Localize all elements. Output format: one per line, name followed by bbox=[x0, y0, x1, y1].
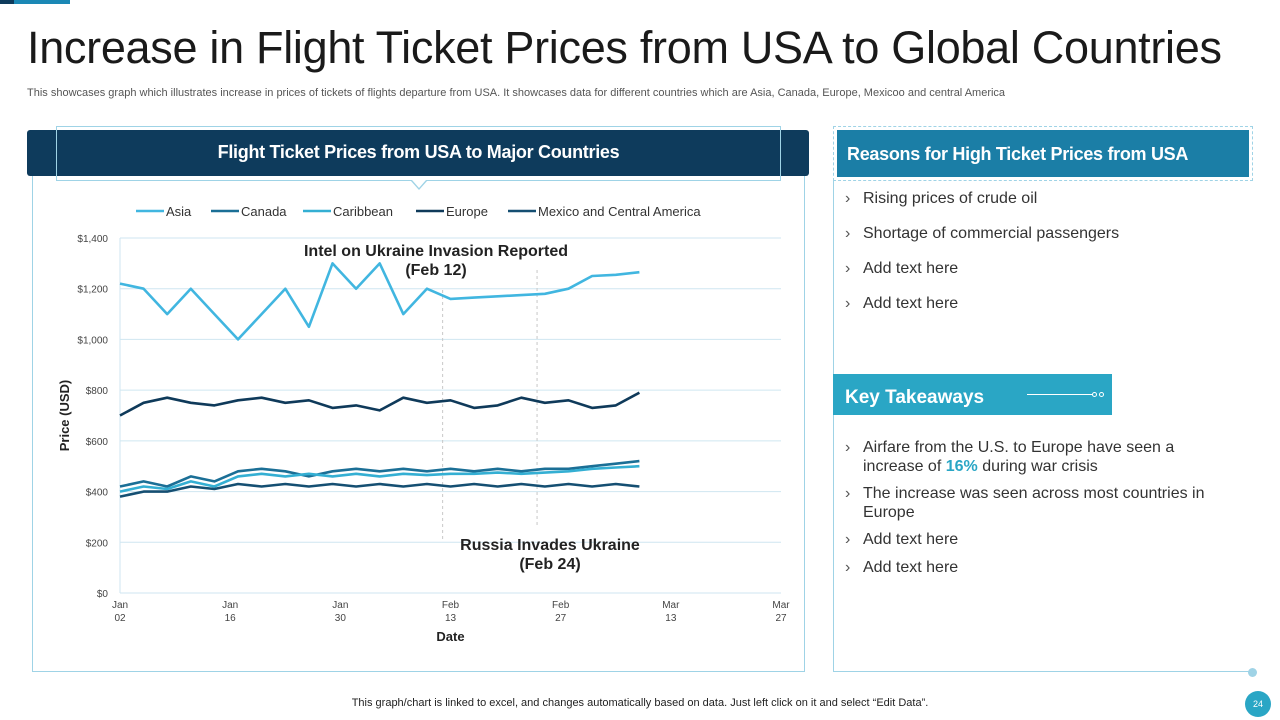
page-number: 24 bbox=[1245, 691, 1271, 717]
y-tick-label: $400 bbox=[86, 488, 109, 499]
x-tick-label: 30 bbox=[335, 613, 347, 624]
legend-label: Asia bbox=[166, 204, 192, 219]
takeaways-decor-line bbox=[1027, 394, 1093, 395]
y-axis-title: Price (USD) bbox=[57, 380, 72, 452]
x-tick-label: 27 bbox=[775, 613, 787, 624]
page-title: Increase in Flight Ticket Prices from US… bbox=[27, 22, 1222, 73]
legend-label: Caribbean bbox=[333, 204, 393, 219]
x-tick-label: Mar bbox=[772, 600, 790, 611]
x-tick-label: 16 bbox=[225, 613, 237, 624]
reasons-header bbox=[837, 130, 1249, 177]
takeaways-title: Key Takeaways bbox=[845, 387, 985, 408]
y-tick-label: $1,000 bbox=[77, 335, 108, 346]
right-panel-frame bbox=[833, 181, 1253, 672]
series-line-canada bbox=[119, 459, 640, 488]
series-line-europe bbox=[119, 391, 641, 417]
x-tick-label: Feb bbox=[552, 600, 570, 611]
x-tick-label: Jan bbox=[332, 600, 348, 611]
y-tick-label: $200 bbox=[86, 538, 109, 549]
takeaways-decor-dot bbox=[1092, 392, 1097, 397]
annotation-label: Russia Invades Ukraine bbox=[460, 537, 640, 554]
reason-item: Add text here bbox=[845, 294, 1225, 329]
x-axis-title: Date bbox=[436, 629, 464, 644]
frame-dot bbox=[1248, 668, 1257, 677]
chart-title: Flight Ticket Prices from USA to Major C… bbox=[217, 142, 620, 162]
reasons-frame bbox=[833, 126, 1253, 181]
legend-label: Canada bbox=[241, 204, 287, 219]
reason-item: Shortage of commercial passengers bbox=[845, 224, 1225, 259]
footer-note: This graph/chart is linked to excel, and… bbox=[351, 697, 929, 709]
takeaway-item: Add text here bbox=[845, 530, 1220, 549]
takeaways-list: Airfare from the U.S. to Europe have see… bbox=[845, 438, 1220, 586]
takeaway-item: The increase was seen across most countr… bbox=[845, 484, 1220, 522]
accent-bar bbox=[0, 0, 70, 4]
x-tick-label: Jan bbox=[112, 600, 128, 611]
chart-header bbox=[27, 130, 809, 176]
takeaway-text: Airfare from the U.S. to Europe have see… bbox=[863, 439, 1175, 475]
legend-label: Europe bbox=[446, 204, 488, 219]
annotation-label: (Feb 12) bbox=[405, 262, 466, 279]
series-line-caribbean bbox=[119, 464, 640, 493]
reason-item: Add text here bbox=[845, 259, 1225, 294]
x-tick-label: 27 bbox=[555, 613, 567, 624]
x-tick-label: Jan bbox=[222, 600, 238, 611]
page-subtitle: This showcases graph which illustrates i… bbox=[27, 87, 1006, 99]
x-tick-label: 02 bbox=[114, 613, 126, 624]
y-tick-label: $1,200 bbox=[77, 285, 108, 296]
takeaway-text: during war crisis bbox=[977, 458, 1098, 475]
line-chart[interactable]: $0 $200 $400 $600 $800 $1,000 $1,200 $1,400 Jan 0… bbox=[32, 190, 802, 660]
y-tick-label: $0 bbox=[97, 589, 109, 600]
x-tick-label: 13 bbox=[665, 613, 677, 624]
y-tick-label: $800 bbox=[86, 386, 109, 397]
annotation-label: Intel on Ukraine Invasion Reported bbox=[304, 243, 568, 260]
chart-pointer bbox=[411, 180, 427, 190]
y-tick-label: $600 bbox=[86, 437, 109, 448]
takeaway-item: Add text here bbox=[845, 558, 1220, 577]
y-tick-label: $1,400 bbox=[77, 234, 108, 245]
legend-label: Mexico and Central America bbox=[538, 204, 701, 219]
x-tick-label: 13 bbox=[445, 613, 457, 624]
x-tick-label: Feb bbox=[442, 600, 460, 611]
x-tick-label: Mar bbox=[662, 600, 680, 611]
reasons-list: Rising prices of crude oil Shortage of c… bbox=[845, 189, 1225, 329]
takeaways-decor-dot bbox=[1099, 392, 1104, 397]
takeaway-item: Airfare from the U.S. to Europe have see… bbox=[845, 438, 1220, 476]
series-line-mexico-and-central-america bbox=[119, 482, 640, 498]
reasons-title: Reasons for High Ticket Prices from USA bbox=[847, 144, 1189, 164]
series-line-asia bbox=[119, 262, 640, 341]
annotation-label: (Feb 24) bbox=[519, 556, 580, 573]
reason-item: Rising prices of crude oil bbox=[845, 189, 1225, 224]
takeaway-highlight: 16% bbox=[945, 458, 978, 475]
